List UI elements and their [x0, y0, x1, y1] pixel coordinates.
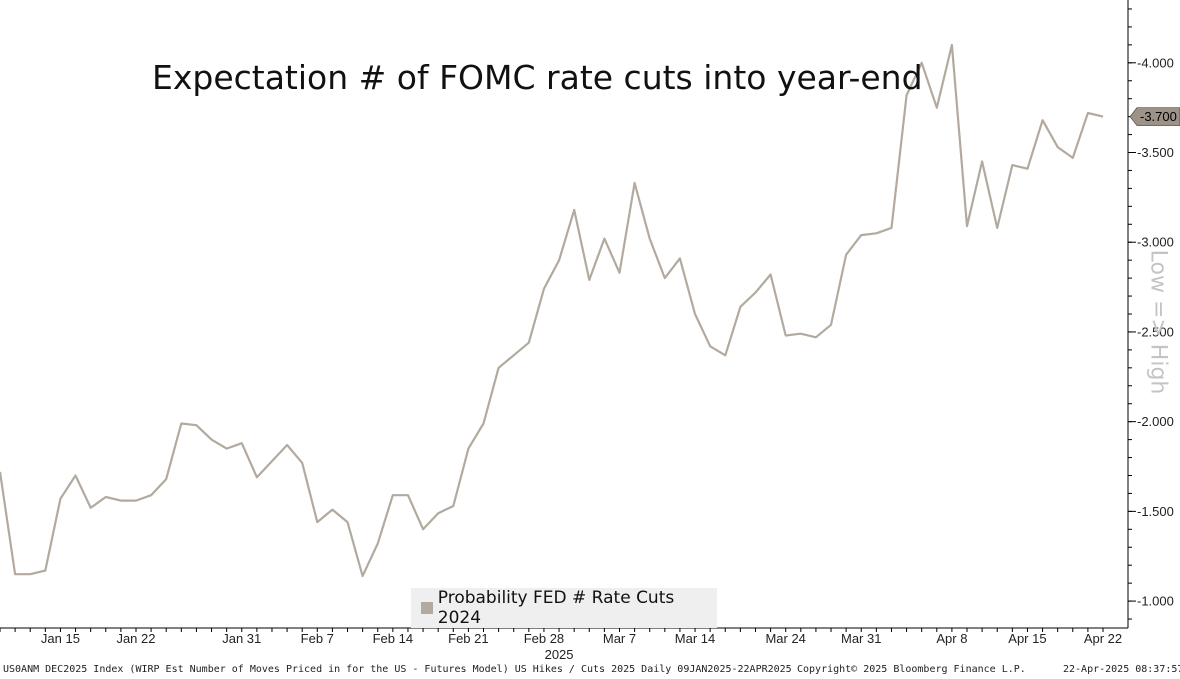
x-tick-label: Feb 21: [448, 631, 488, 646]
footer-timestamp: 22-Apr-2025 08:37:57: [1063, 664, 1180, 675]
chart-title: Expectation # of FOMC rate cuts into yea…: [152, 58, 923, 97]
legend-label: Probability FED # Rate Cuts 2024: [437, 588, 675, 628]
y-tick-label: -1.000: [1137, 594, 1174, 609]
x-tick-label: Apr 22: [1084, 631, 1122, 646]
x-tick-label: Apr 8: [936, 631, 967, 646]
last-value-marker: [1129, 107, 1180, 126]
x-tick-label: Mar 31: [841, 631, 881, 646]
x-tick-label: Feb 14: [373, 631, 413, 646]
y-tick-label: -1.500: [1137, 504, 1174, 519]
y-axis: -1.000 -1.500 -2.000 -2.500 -3.000 -3.500 -4.0…: [1127, 0, 1180, 628]
y-tick-label: -2.000: [1137, 414, 1174, 429]
plot-area: [0, 43, 1104, 578]
x-year-label: 2025: [545, 647, 574, 662]
y-tick-label: -4.000: [1137, 55, 1174, 70]
x-tick-label: Mar 7: [603, 631, 636, 646]
footer-source: US0ANM DEC2025 Index (WIRP Est Number of…: [3, 664, 792, 675]
legend-swatch: [421, 602, 433, 614]
x-tick-label: Apr 15: [1008, 631, 1046, 646]
legend: Probability FED # Rate Cuts 2024: [411, 588, 717, 628]
y-tick-label: -2.500: [1137, 324, 1174, 339]
y-tick-label: -3.000: [1137, 235, 1174, 250]
last-value-label: -3.700: [1140, 109, 1177, 124]
x-tick-label: Feb 7: [301, 631, 334, 646]
x-tick-label: Mar 14: [675, 631, 715, 646]
x-tick-label: Jan 31: [222, 631, 261, 646]
x-tick-label: Jan 15: [41, 631, 80, 646]
series-line: [0, 43, 1104, 578]
footer-copyright: Copyright© 2025 Bloomberg Finance L.P.: [797, 664, 1026, 675]
y-tick-label: -3.500: [1137, 145, 1174, 160]
x-tick-label: Mar 24: [765, 631, 805, 646]
x-axis: Jan 15 Jan 22 Jan 31 Feb 7 Feb 14 Feb 21 Feb 2…: [0, 627, 1128, 662]
x-tick-label: Feb 28: [524, 631, 564, 646]
x-tick-label: Jan 22: [116, 631, 155, 646]
side-note: Low => High: [1145, 249, 1171, 395]
